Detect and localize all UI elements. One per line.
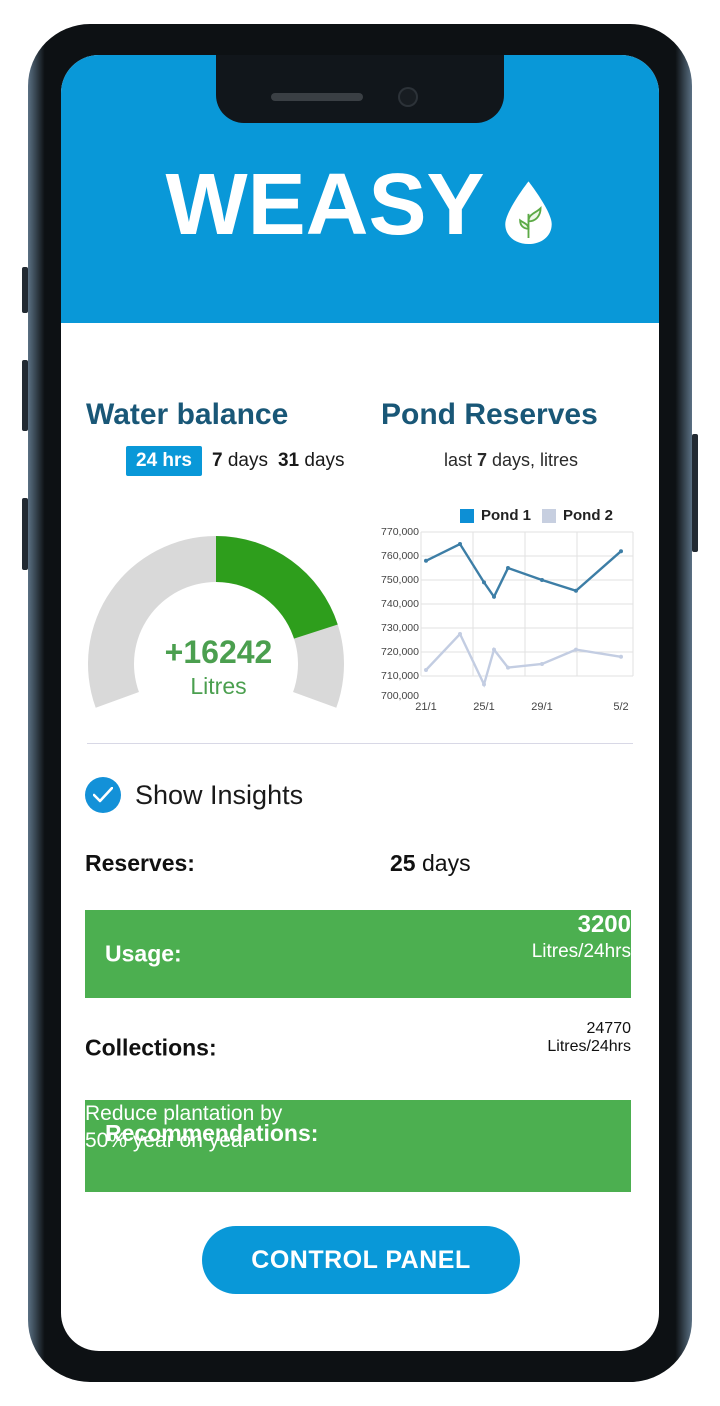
svg-text:760,000: 760,000 [381, 550, 419, 562]
svg-text:700,000: 700,000 [381, 690, 419, 702]
svg-text:740,000: 740,000 [381, 598, 419, 610]
svg-text:770,000: 770,000 [381, 526, 419, 538]
svg-text:710,000: 710,000 [381, 670, 419, 682]
svg-text:25/1: 25/1 [473, 701, 494, 713]
svg-text:750,000: 750,000 [381, 574, 419, 586]
svg-text:5/2: 5/2 [613, 701, 628, 713]
svg-text:720,000: 720,000 [381, 646, 419, 658]
svg-text:21/1: 21/1 [415, 701, 436, 713]
svg-text:730,000: 730,000 [381, 622, 419, 634]
svg-text:29/1: 29/1 [531, 701, 552, 713]
